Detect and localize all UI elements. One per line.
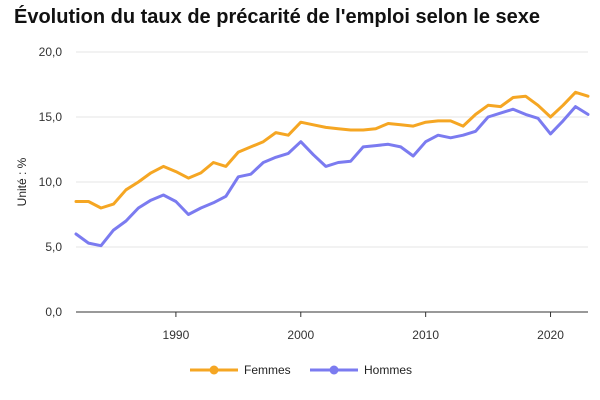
y-tick-label: 5,0 — [45, 240, 62, 254]
legend: Femmes Hommes — [190, 363, 412, 377]
series-line-0 — [74, 90, 590, 210]
series-line-1 — [74, 105, 590, 248]
x-tick-label: 1990 — [163, 328, 190, 342]
y-axis-title: Unité : % — [15, 157, 29, 206]
y-axis: 0,0 5,0 10,0 15,0 20,0 — [39, 45, 63, 319]
legend-label: Femmes — [244, 363, 291, 377]
x-tick-label: 2010 — [412, 328, 439, 342]
y-tick-label: 10,0 — [39, 175, 63, 189]
y-tick-label: 20,0 — [39, 45, 63, 59]
series — [74, 90, 590, 248]
y-tick-label: 0,0 — [45, 305, 62, 319]
legend-marker — [329, 365, 339, 375]
legend-label: Hommes — [364, 363, 412, 377]
x-tick-label: 2000 — [287, 328, 314, 342]
x-axis: 1990 2000 2010 2020 — [76, 311, 588, 342]
y-tick-label: 15,0 — [39, 110, 63, 124]
gridlines — [76, 51, 588, 248]
legend-marker — [209, 365, 219, 375]
chart-title: Évolution du taux de précarité de l'empl… — [14, 6, 541, 28]
x-tick-label: 2020 — [537, 328, 564, 342]
